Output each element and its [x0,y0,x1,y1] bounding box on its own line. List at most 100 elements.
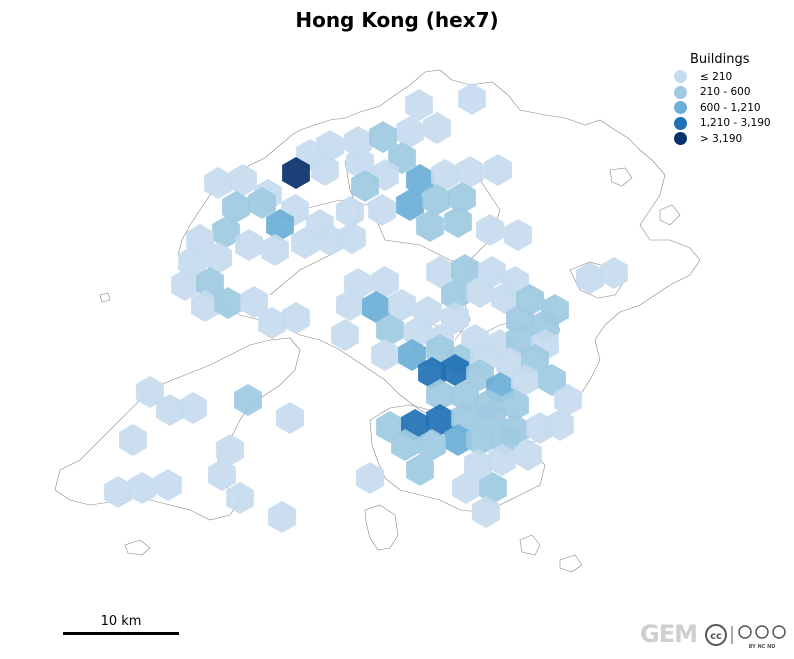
hex-cell [336,289,364,321]
hex-cell [441,302,469,334]
legend-title: Buildings [690,52,750,67]
hex-cell [171,269,199,301]
scale-bar: 10 km [63,614,179,635]
hex-cell [478,400,506,432]
hex-cell [204,167,232,199]
hex-cell [398,339,426,371]
hex-cell [422,184,450,216]
hex-cell [240,286,268,318]
cc-license-text: BY NC ND [749,644,776,650]
hex-cell [356,462,384,494]
legend-swatch [674,132,687,146]
hex-cell [362,291,390,323]
hex-cell [369,121,397,153]
hex-cell [212,216,240,248]
hex-cell [371,339,399,371]
hex-cell [406,454,434,486]
hex-cell [331,319,359,351]
hex-cell [156,394,184,426]
hex-cell [501,389,529,421]
legend: Buildings ≤ 210 210 - 600 600 - 1,210 1,… [668,52,788,147]
hex-cell [154,469,182,501]
hex-cell [208,459,236,491]
hex-cell [406,164,434,196]
hex-cell [418,429,446,461]
scale-bar-label: 10 km [100,614,142,629]
legend-item: 1,210 - 3,190 [668,116,788,132]
hex-cell [431,159,459,191]
hex-cell [316,224,344,256]
hex-cell [448,182,476,214]
hex-cell [554,384,582,416]
hex-cell [229,164,257,196]
hex-cell [538,364,566,396]
hex-cell [216,434,244,466]
hex-cell [276,402,304,434]
hex-cell [351,170,379,202]
hex-cell [368,194,396,226]
hex-cell [458,83,486,115]
hex-cell [405,89,433,121]
hex-cell [506,324,534,356]
hex-cell [291,227,319,259]
hex-cell [396,189,424,221]
hex-cell [511,364,539,396]
svg-text:cc: cc [710,631,722,642]
legend-label: 600 - 1,210 [700,101,761,114]
legend-swatch [674,101,687,115]
hex-cell [426,256,454,288]
hex-cell [514,439,542,471]
legend-item: ≤ 210 [668,69,788,85]
hex-cell [504,219,532,251]
hex-cell [479,472,507,504]
hex-cell [396,116,424,148]
hex-cell [444,206,472,238]
map-title: Hong Kong (hex7) [295,8,499,32]
hex-cell [456,156,484,188]
hex-cell [476,214,504,246]
legend-item: > 3,190 [668,131,788,147]
hex-cell [104,476,132,508]
hex-cell [546,409,574,441]
hex-cell [234,384,262,416]
hex-cell [214,287,242,319]
hex-cell [128,472,156,504]
gem-logo: GEM [640,620,698,648]
legend-item: 600 - 1,210 [668,100,788,116]
hex-cell [282,302,310,334]
hex-cell [311,154,339,186]
hex-cell [451,254,479,286]
hex-cell [388,289,416,321]
hex-cell [466,276,494,308]
hex-cell [484,154,512,186]
legend-label: 1,210 - 3,190 [700,117,771,130]
hex-cell [491,282,519,314]
hex-cell [600,257,628,289]
hex-cell [222,191,250,223]
hex-cell [472,496,500,528]
hex-cell [416,210,444,242]
hex-cell [464,449,492,481]
cc-license-icon: cc BY NC ND [705,624,786,650]
hex-cell [282,157,310,189]
hex-cell [451,380,479,412]
hex-cell [258,307,286,339]
hex-cell [371,266,399,298]
hex-cell [235,229,263,261]
hex-cell [204,242,232,274]
legend-label: ≤ 210 [700,70,733,83]
hex-cell [452,472,480,504]
hex-bins [104,83,628,533]
hex-cell [136,376,164,408]
hex-cell [261,234,289,266]
legend-item: 210 - 600 [668,85,788,101]
hex-cell [248,187,276,219]
legend-swatch [674,70,687,84]
hex-cell [426,379,454,411]
hex-cell [391,429,419,461]
hex-cell [444,424,472,456]
hex-cell [466,424,494,456]
hex-cell [196,267,224,299]
hex-cell [426,404,454,436]
